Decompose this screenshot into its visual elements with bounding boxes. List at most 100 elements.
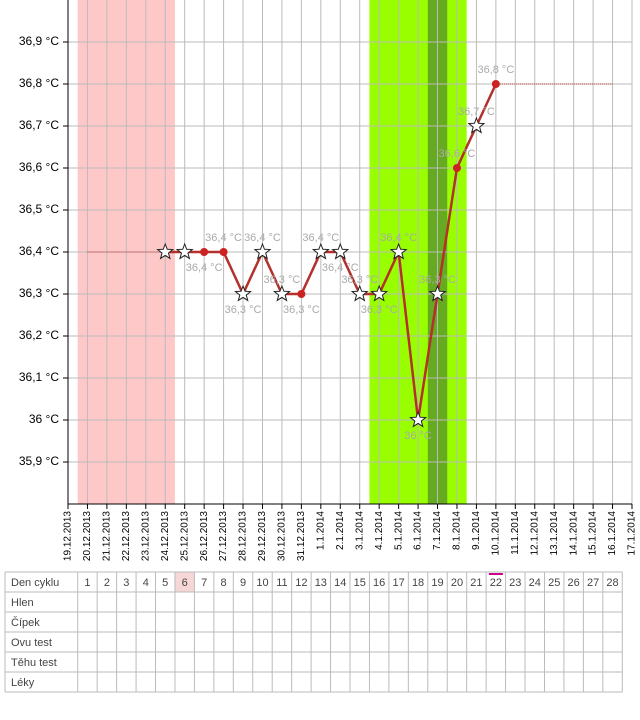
x-tick-label: 15.1.2014 <box>588 511 599 556</box>
value-label: 36 °C <box>404 430 432 442</box>
row-label: Těhu test <box>11 657 57 669</box>
day-number: 12 <box>295 577 307 589</box>
highlight-cell <box>174 572 195 592</box>
star-point <box>331 242 350 260</box>
value-label: 36,3 °C <box>341 274 378 286</box>
star-point <box>272 284 291 302</box>
plot: 36,4 °C36,4 °C36,3 °C36,4 °C36,3 °C36,3 … <box>87 64 613 442</box>
grid: 19.12.2013 20.12.2013 21.12.2013 22.12.2013… <box>19 0 638 561</box>
day-number: 16 <box>373 577 385 589</box>
day-number: 7 <box>201 577 207 589</box>
day-number: 5 <box>162 577 168 589</box>
day-number: 14 <box>334 577 346 589</box>
y-tick-label: 36,3 °C <box>19 286 59 300</box>
dot-point <box>200 248 209 256</box>
value-label: 36,4 °C <box>322 262 359 274</box>
day-number: 18 <box>412 577 424 589</box>
value-label: 36,3 °C <box>419 274 456 286</box>
star-point <box>311 242 330 260</box>
x-tick-label: 22.12.2013 <box>121 511 132 561</box>
day-number: 17 <box>392 577 404 589</box>
day-number: 19 <box>431 577 443 589</box>
day-number: 11 <box>276 577 287 589</box>
y-tick-label: 36,1 °C <box>19 370 59 384</box>
x-tick-label: 19.12.2013 <box>63 511 74 561</box>
value-label: 36,3 °C <box>283 304 320 316</box>
x-tick-label: 14.1.2014 <box>568 511 579 556</box>
value-label: 36,4 °C <box>302 232 339 244</box>
x-tick-label: 12.1.2014 <box>529 511 540 556</box>
dot-point <box>491 80 500 88</box>
day-number: 27 <box>587 577 599 589</box>
x-tick-label: 16.1.2014 <box>607 511 618 556</box>
x-tick-label: 6.1.2014 <box>413 511 424 550</box>
value-label: 36,7 °C <box>458 106 495 118</box>
x-tick-label: 7.1.2014 <box>432 511 443 550</box>
x-tick-label: 27.12.2013 <box>218 511 229 561</box>
x-tick-label: 3.1.2014 <box>354 511 365 550</box>
day-number: 10 <box>256 577 268 589</box>
x-tick-label: 8.1.2014 <box>452 511 463 550</box>
x-tick-label: 4.1.2014 <box>374 511 385 550</box>
value-label: 36,3 °C <box>361 304 398 316</box>
value-label: 36,4 °C <box>380 232 417 244</box>
dot-point <box>297 290 306 298</box>
day-number: 15 <box>354 577 366 589</box>
day-number: 28 <box>606 577 618 589</box>
y-tick-label: 36,7 °C <box>19 118 59 132</box>
x-tick-label: 31.12.2013 <box>296 511 307 561</box>
day-number: 9 <box>240 577 246 589</box>
y-tick-label: 36,4 °C <box>19 244 59 258</box>
y-tick-label: 36,5 °C <box>19 202 59 216</box>
x-tick-label: 11.1.2014 <box>510 511 521 555</box>
star-point <box>156 242 175 260</box>
star-point <box>175 242 194 260</box>
star-point <box>370 284 389 302</box>
y-tick-label: 36,6 °C <box>19 160 59 174</box>
row-label: Den cyklu <box>11 577 59 589</box>
day-number: 6 <box>182 577 188 589</box>
x-tick-label: 25.12.2013 <box>179 511 190 561</box>
day-number: 23 <box>509 577 521 589</box>
x-tick-label: 28.12.2013 <box>238 511 249 561</box>
value-label: 36,3 °C <box>225 304 262 316</box>
x-tick-label: 23.12.2013 <box>140 511 151 561</box>
value-label: 36,4 °C <box>205 232 242 244</box>
day-number: 22 <box>490 577 502 589</box>
day-number: 26 <box>568 577 580 589</box>
value-label: 36,4 °C <box>186 262 223 274</box>
row-label: Hlen <box>11 597 34 609</box>
row-label: Léky <box>11 677 35 689</box>
star-point <box>467 116 486 134</box>
x-tick-label: 2.1.2014 <box>335 511 346 550</box>
star-point <box>389 242 408 260</box>
x-tick-label: 13.1.2014 <box>549 511 560 556</box>
x-tick-label: 10.1.2014 <box>491 511 502 556</box>
value-label: 36,8 °C <box>477 64 514 76</box>
star-point <box>350 284 369 302</box>
x-tick-label: 9.1.2014 <box>471 511 482 550</box>
value-label: 36,4 °C <box>244 232 281 244</box>
day-number: 2 <box>104 577 110 589</box>
y-tick-label: 35,9 °C <box>19 454 59 468</box>
day-number: 4 <box>143 577 149 589</box>
y-tick-label: 36 °C <box>29 412 59 426</box>
day-number: 3 <box>123 577 129 589</box>
star-point <box>234 284 252 302</box>
y-tick-label: 36,2 °C <box>19 328 59 342</box>
day-number: 13 <box>315 577 327 589</box>
day-number: 8 <box>221 577 227 589</box>
star-point <box>253 242 272 260</box>
x-tick-label: 1.1.2014 <box>315 511 326 550</box>
value-label: 36,3 °C <box>264 274 301 286</box>
row-label: Ovu test <box>11 637 52 649</box>
y-tick-label: 36,9 °C <box>19 34 59 48</box>
cycle-table: 1 2 3 4 5 6 7 8 9 10 11 12 13 14 15 16 17 18 19 20 21 22 23 24 2… <box>4 571 623 693</box>
value-label: 36,6 °C <box>439 148 476 160</box>
x-tick-label: 29.12.2013 <box>257 511 268 561</box>
day-number: 1 <box>84 577 90 589</box>
x-tick-label: 30.12.2013 <box>277 511 288 561</box>
dot-point <box>452 164 461 172</box>
row-label: Čípek <box>11 616 40 629</box>
